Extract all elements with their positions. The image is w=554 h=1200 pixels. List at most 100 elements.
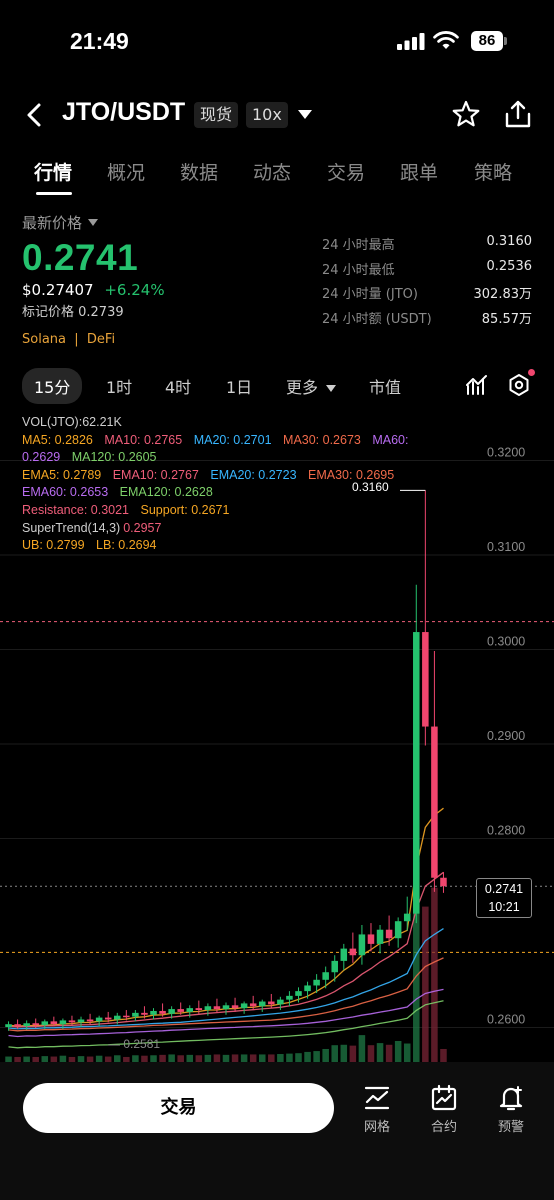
usd-price: $0.27407 bbox=[22, 281, 94, 299]
tab-overview[interactable]: 概况 bbox=[107, 162, 146, 184]
candle-body bbox=[95, 1017, 103, 1022]
interval-1d[interactable]: 1日 bbox=[226, 378, 253, 397]
price-summary: 最新价格 0.2741 $0.27407 +6.24% 标记价格 0.2739 … bbox=[22, 212, 272, 347]
y-tick-label: 0.3100 bbox=[487, 540, 525, 554]
stat-label: 24 小时量 (JTO) bbox=[322, 287, 418, 302]
tab-trade[interactable]: 交易 bbox=[327, 162, 366, 184]
volume-bar bbox=[367, 1045, 375, 1062]
volume-bar bbox=[59, 1055, 67, 1062]
legend-ma30: MA30: 0.2673 bbox=[283, 432, 361, 447]
stat-row-volume: 24 小时量 (JTO) 302.83万 bbox=[322, 283, 532, 308]
grid-label: 网格 bbox=[363, 1120, 390, 1135]
candle-body bbox=[440, 877, 447, 887]
volume-bar bbox=[431, 887, 438, 1062]
y-tick-label: 0.3000 bbox=[487, 635, 525, 649]
candle-body bbox=[32, 1023, 39, 1026]
candle-body bbox=[86, 1019, 94, 1022]
more-caret-icon bbox=[326, 385, 337, 392]
leverage-tag: 10x bbox=[246, 102, 288, 128]
volume-bar bbox=[86, 1056, 94, 1062]
price-change-percent: +6.24% bbox=[104, 281, 165, 299]
candle-body bbox=[186, 1008, 194, 1012]
interval-4h[interactable]: 4时 bbox=[165, 378, 192, 397]
volume-bar bbox=[77, 1056, 85, 1062]
kline-chart[interactable]: 0.3200 0.3100 0.3000 0.2900 0.2800 0.2600 — 0.… bbox=[0, 410, 554, 1062]
share-icon[interactable] bbox=[504, 99, 532, 129]
candle-body bbox=[23, 1023, 30, 1027]
volume-bar bbox=[340, 1044, 348, 1062]
active-tab-indicator bbox=[36, 192, 72, 195]
category-tags[interactable]: Solana | DeFi bbox=[22, 332, 116, 347]
volume-bar bbox=[104, 1056, 112, 1062]
candle-body bbox=[349, 948, 357, 956]
volume-bar bbox=[186, 1054, 194, 1062]
candle-body bbox=[258, 1001, 266, 1007]
y-tick-label: 0.2600 bbox=[487, 1012, 525, 1026]
candle-body bbox=[213, 1006, 221, 1010]
volume-bar bbox=[5, 1056, 12, 1062]
legend-ema60: EMA60: 0.2653 bbox=[22, 485, 109, 500]
contract-label: 合约 bbox=[430, 1120, 457, 1135]
tab-data[interactable]: 数据 bbox=[180, 162, 219, 184]
last-price: 0.2741 bbox=[22, 237, 139, 278]
tab-strategy[interactable]: 策略 bbox=[474, 162, 513, 184]
interval-15m[interactable]: 15分 bbox=[22, 368, 83, 404]
candle-body bbox=[385, 929, 393, 939]
volume-bar bbox=[114, 1055, 121, 1062]
volume-bar bbox=[277, 1054, 284, 1062]
candle-body bbox=[331, 960, 338, 973]
main-tabs: 行情 概况 数据 动态 交易 跟单 策略 bbox=[0, 150, 554, 198]
candle-body bbox=[114, 1015, 121, 1020]
candle-body bbox=[222, 1005, 230, 1010]
chart-settings-icon[interactable] bbox=[508, 373, 530, 397]
candle-body bbox=[431, 726, 438, 878]
indicator-chart-icon[interactable] bbox=[466, 374, 488, 396]
favorite-star-icon[interactable] bbox=[452, 100, 480, 128]
legend-ma60-head: MA60: bbox=[372, 432, 409, 447]
price-type-selector[interactable]: 最新价格 bbox=[22, 212, 272, 233]
tab-copy-trading[interactable]: 跟单 bbox=[400, 162, 439, 184]
battery-indicator: 86 bbox=[471, 31, 507, 51]
y-tick-label: 0.2900 bbox=[487, 729, 525, 743]
candle-body bbox=[413, 632, 420, 914]
current-price-value: 0.2741 bbox=[484, 882, 524, 896]
stat-row-high: 24 小时最高 0.3160 bbox=[322, 234, 532, 259]
high-price-callout: 0.3160 bbox=[352, 480, 389, 494]
candle-body bbox=[141, 1012, 148, 1015]
tab-news[interactable]: 动态 bbox=[253, 162, 292, 184]
volume-bar bbox=[14, 1056, 21, 1062]
status-bar: 21:49 86 bbox=[0, 0, 554, 80]
volume-bar bbox=[41, 1056, 49, 1062]
grid-trading-button[interactable]: 网格 bbox=[347, 1084, 407, 1135]
usd-price-line: $0.27407 +6.24% bbox=[22, 281, 272, 299]
volume-bar bbox=[68, 1056, 76, 1062]
alert-button[interactable]: 预警 bbox=[481, 1084, 541, 1135]
back-arrow-icon[interactable] bbox=[26, 102, 42, 128]
candle-body bbox=[313, 979, 320, 986]
legend-ma60-value: 0.2629 bbox=[22, 450, 61, 465]
market-cap-toggle[interactable]: 市值 bbox=[369, 378, 402, 397]
volume-bar bbox=[231, 1054, 239, 1062]
trade-button[interactable]: 交易 bbox=[23, 1083, 334, 1133]
legend-ema20: EMA20: 0.2723 bbox=[210, 467, 297, 482]
pair-dropdown-caret-icon[interactable] bbox=[298, 110, 312, 119]
legend-ema30: EMA30: 0.2695 bbox=[308, 467, 395, 482]
chart-canvas[interactable]: 0.3200 0.3100 0.3000 0.2900 0.2800 0.2600 — 0.… bbox=[0, 410, 554, 1062]
volume-bar bbox=[195, 1055, 203, 1062]
alert-bell-icon bbox=[499, 1086, 523, 1111]
candle-body bbox=[50, 1021, 58, 1025]
mark-price: 标记价格 0.2739 bbox=[22, 305, 124, 320]
interval-bar: 15分 1时 4时 1日 更多 市值 bbox=[0, 366, 554, 404]
interval-more-dropdown[interactable]: 更多 bbox=[286, 374, 337, 398]
contract-button[interactable]: 合约 bbox=[414, 1084, 474, 1135]
pair-title[interactable]: JTO/USDT bbox=[62, 98, 186, 126]
interval-1h[interactable]: 1时 bbox=[106, 378, 133, 397]
candle-body bbox=[394, 921, 402, 939]
volume-bar bbox=[422, 906, 429, 1062]
tab-market[interactable]: 行情 bbox=[34, 162, 73, 184]
legend-ema120: EMA120: 0.2628 bbox=[119, 485, 213, 500]
indicator-legend: VOL(JTO):62.21K MA5: 0.2826 MA10: 0.2765… bbox=[22, 414, 472, 555]
low-price-label: — 0.2581 bbox=[108, 1037, 160, 1051]
battery-cap bbox=[504, 37, 507, 45]
volume-bar bbox=[222, 1054, 230, 1062]
